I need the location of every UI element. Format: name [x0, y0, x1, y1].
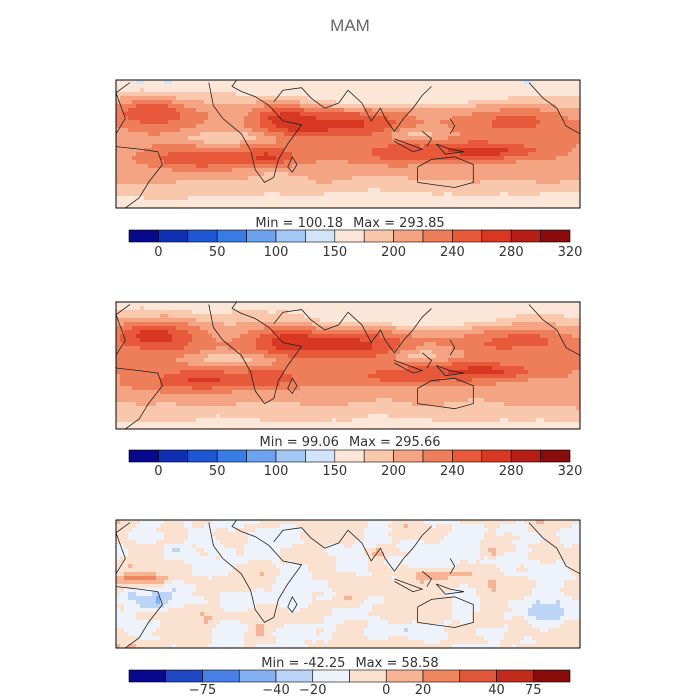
colorbar-segment — [363, 229, 394, 243]
map-frame — [115, 301, 581, 430]
colorbar-segment — [452, 449, 483, 463]
max-value: 58.58 — [401, 656, 438, 671]
colorbar-segment — [540, 229, 571, 243]
colorbar-tick: 320 — [558, 464, 583, 479]
colorbar-segment — [422, 669, 461, 683]
colorbar-segment — [275, 229, 306, 243]
colorbar-segment — [187, 229, 218, 243]
colorbar-tick: 40 — [488, 683, 505, 698]
panels: Min = 100.18 Max = 293.850 50 100 150 200 240 2… — [115, 79, 583, 698]
colorbar — [128, 449, 571, 463]
colorbar-segment — [246, 229, 277, 243]
colorbar-segment — [238, 669, 277, 683]
max-label: Max = — [355, 656, 401, 671]
colorbar-segment — [128, 229, 159, 243]
max-value: 293.85 — [399, 216, 445, 231]
map-frame — [115, 79, 581, 209]
colorbar-segment — [532, 669, 571, 683]
colorbar-segment — [202, 669, 240, 683]
colorbar-tick: 20 — [415, 683, 432, 698]
colorbar-tick: 150 — [322, 245, 347, 260]
colorbar-segment — [459, 669, 497, 683]
coastlines — [115, 519, 581, 649]
colorbar-segment — [422, 229, 453, 243]
colorbar-tick: 50 — [209, 464, 226, 479]
colorbar-segment — [216, 449, 247, 463]
colorbar-tick: 240 — [440, 464, 465, 479]
colorbar — [128, 669, 571, 683]
colorbar-segment — [422, 449, 453, 463]
colorbar-tick: −40 — [262, 683, 289, 698]
colorbar-segment — [128, 669, 167, 683]
colorbar — [128, 229, 571, 243]
colorbar-segment — [334, 229, 365, 243]
colorbar-tick: 75 — [525, 683, 542, 698]
colorbar-tick: 0 — [382, 683, 390, 698]
colorbar-segment — [128, 449, 159, 463]
colorbar-segment — [385, 669, 424, 683]
map-field — [116, 520, 581, 649]
colorbar-tick: 200 — [381, 464, 406, 479]
panel-3: Min = -42.25 Max = 58.58 −75 −40 −20 0 20 40 75 — [115, 519, 581, 698]
colorbar-segment — [334, 449, 365, 463]
min-label: Min = — [255, 216, 297, 231]
colorbar-segment — [158, 229, 189, 243]
panel-2: Min = 99.06 Max = 295.66 0 50 100 150 200 240 28… — [115, 301, 583, 479]
colorbar-segment — [187, 449, 218, 463]
map-field — [116, 302, 581, 430]
max-label: Max = — [353, 216, 399, 231]
colorbar-tick: 240 — [440, 245, 465, 260]
min-max-label: Min = -42.25 Max = 58.58 — [261, 656, 438, 671]
colorbar-tick: 320 — [558, 245, 583, 260]
min-max-label: Min = 99.06 Max = 295.66 — [260, 435, 441, 450]
max-value: 295.66 — [395, 435, 441, 450]
colorbar-tick: 50 — [209, 245, 226, 260]
map-field — [116, 80, 581, 209]
max-label: Max = — [349, 435, 395, 450]
colorbar-segment — [496, 669, 534, 683]
colorbar-tick: 200 — [381, 245, 406, 260]
colorbar-tick: 150 — [322, 464, 347, 479]
coastlines — [115, 301, 581, 430]
colorbar-segment — [275, 449, 306, 463]
colorbar-tick: 280 — [499, 245, 524, 260]
colorbar-segment — [363, 449, 394, 463]
colorbar-segment — [452, 229, 483, 243]
min-label: Min = — [260, 435, 302, 450]
colorbar-tick: −20 — [299, 683, 326, 698]
panel-1: Min = 100.18 Max = 293.85 0 50 100 150 200 240 2… — [115, 79, 583, 260]
coastlines — [115, 79, 581, 209]
colorbar-segment — [216, 229, 247, 243]
colorbar-segment — [510, 449, 541, 463]
colorbar-tick: 280 — [499, 464, 524, 479]
colorbar-segment — [481, 449, 512, 463]
map-frame — [115, 519, 581, 649]
colorbar-segment — [510, 229, 541, 243]
colorbar-tick: 0 — [154, 245, 162, 260]
colorbar-tick: 100 — [264, 464, 289, 479]
colorbar-segment — [393, 229, 424, 243]
min-value: 99.06 — [302, 435, 339, 450]
min-value: 100.18 — [298, 216, 344, 231]
colorbar-tick: 100 — [264, 245, 289, 260]
colorbar-segment — [165, 669, 203, 683]
colorbar-tick: 0 — [154, 464, 162, 479]
colorbar-segment — [540, 449, 571, 463]
colorbar-segment — [312, 669, 350, 683]
colorbar-segment — [158, 449, 189, 463]
figure-title: MAM — [330, 16, 370, 35]
colorbar-segment — [393, 449, 424, 463]
colorbar-segment — [349, 669, 387, 683]
colorbar-tick: −75 — [189, 683, 216, 698]
min-max-label: Min = 100.18 Max = 293.85 — [255, 216, 444, 231]
min-label: Min = — [261, 656, 303, 671]
colorbar-segment — [305, 449, 336, 463]
colorbar-segment — [246, 449, 277, 463]
colorbar-segment — [275, 669, 314, 683]
colorbar-segment — [481, 229, 512, 243]
colorbar-segment — [305, 229, 336, 243]
min-value: -42.25 — [304, 656, 346, 671]
